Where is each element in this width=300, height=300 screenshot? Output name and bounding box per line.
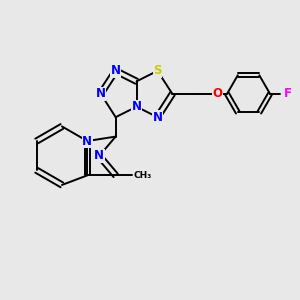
Text: S: S (153, 64, 162, 77)
Text: CH₃: CH₃ (134, 171, 152, 180)
Text: N: N (132, 100, 142, 113)
Text: N: N (94, 149, 104, 163)
Text: N: N (111, 64, 121, 77)
Text: O: O (212, 87, 222, 101)
Text: F: F (284, 87, 292, 101)
Text: N: N (82, 134, 92, 148)
Text: N: N (96, 87, 106, 101)
Text: N: N (152, 111, 163, 124)
